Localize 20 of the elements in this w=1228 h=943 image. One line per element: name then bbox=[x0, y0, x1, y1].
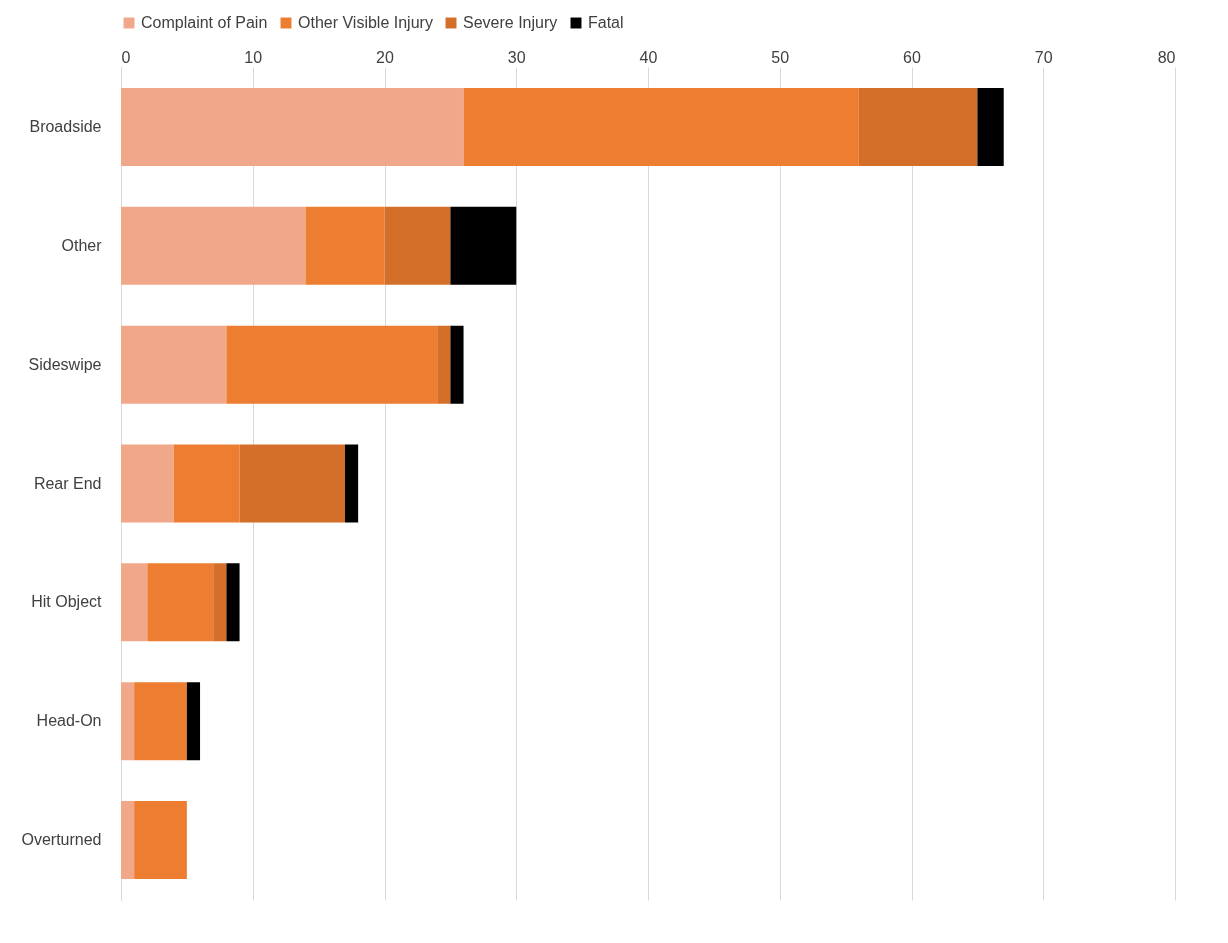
y-tick-label: Other bbox=[61, 236, 103, 254]
x-tick-label: 60 bbox=[903, 48, 921, 66]
legend-label: Complaint of Pain bbox=[141, 14, 268, 31]
x-tick-label: 20 bbox=[376, 48, 394, 66]
legend-label: Severe Injury bbox=[463, 14, 558, 31]
y-tick-label: Broadside bbox=[29, 118, 102, 136]
y-tick-label: Head-On bbox=[36, 712, 102, 730]
y-tick-label: Sideswipe bbox=[28, 355, 102, 373]
x-tick-label: 50 bbox=[771, 48, 790, 66]
y-tick-label: Overturned bbox=[21, 830, 102, 848]
x-tick-label: 10 bbox=[244, 48, 263, 66]
x-tick-label: 30 bbox=[507, 48, 526, 66]
legend-label: Other Visible Injury bbox=[298, 14, 433, 31]
x-tick-label: 0 bbox=[121, 48, 131, 66]
x-tick-label: 80 bbox=[1157, 48, 1176, 66]
y-tick-label: Rear End bbox=[33, 474, 102, 492]
legend-label: Fatal bbox=[588, 14, 624, 31]
x-tick-label: 70 bbox=[1034, 48, 1053, 66]
y-tick-label: Hit Object bbox=[31, 593, 103, 611]
x-tick-label: 40 bbox=[639, 48, 658, 66]
